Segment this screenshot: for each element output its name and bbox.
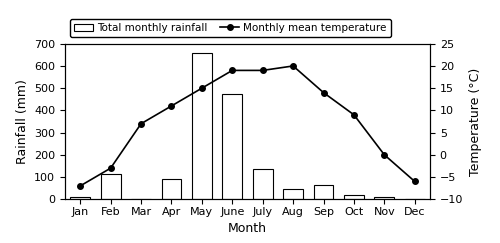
Bar (162, 179, 182, 199)
Bar (344, 195, 364, 199)
Y-axis label: Temperature (°C): Temperature (°C) (468, 67, 481, 176)
Bar (100, 174, 120, 199)
Bar (70, 197, 90, 199)
Y-axis label: Rainfall (mm): Rainfall (mm) (16, 79, 28, 164)
Bar (222, 94, 242, 199)
Bar (283, 189, 303, 199)
Bar (314, 185, 334, 199)
Bar (192, 53, 212, 199)
X-axis label: Month: Month (228, 222, 267, 235)
Bar (253, 169, 272, 199)
Legend: Total monthly rainfall, Monthly mean temperature: Total monthly rainfall, Monthly mean tem… (70, 19, 390, 37)
Bar (374, 198, 394, 199)
